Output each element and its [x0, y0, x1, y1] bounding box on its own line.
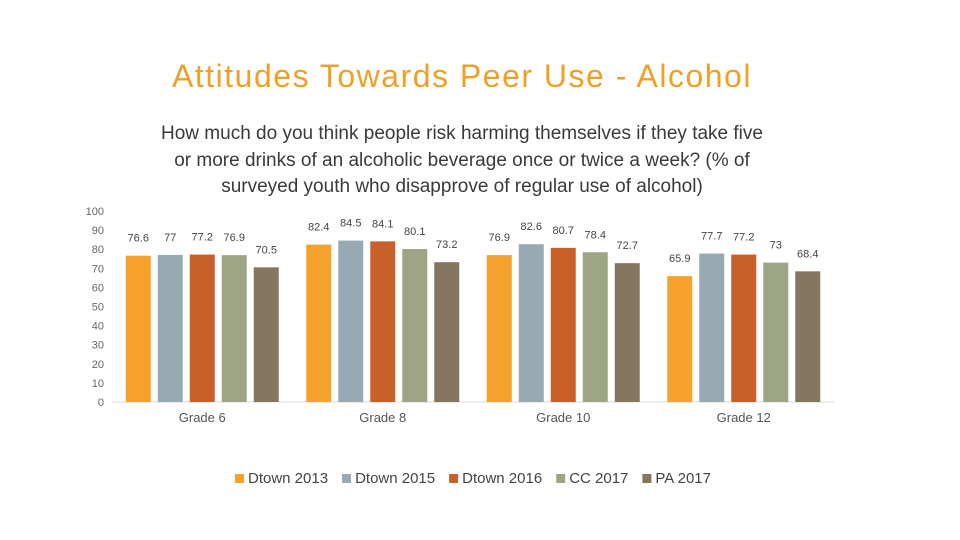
bar-pa-2017-grade-6	[253, 267, 279, 402]
bar-pa-2017-grade-10	[614, 263, 640, 402]
x-tick-label: Grade 8	[359, 410, 406, 425]
legend-label: CC 2017	[569, 470, 628, 487]
legend-swatch	[642, 474, 652, 483]
legend-item: Dtown 2015	[342, 470, 435, 487]
bar-pa-2017-grade-8	[434, 262, 460, 402]
legend-swatch	[235, 474, 244, 483]
x-axis: Grade 6 Grade 8 Grade 10 Grade 12	[179, 410, 771, 425]
data-label: 77.2	[733, 232, 754, 244]
data-label: 65.9	[669, 253, 690, 265]
bar-groups: 76.6 77 77.2 76.9 70.5 82.4 84.5 84.1 80.1 73.2 76…	[125, 218, 821, 402]
bar-dtown-2015-grade-6	[157, 254, 183, 402]
legend-swatch	[556, 474, 566, 483]
bar-dtown-2016-grade-12	[731, 254, 757, 402]
bar-dtown-2013-grade-6	[125, 255, 151, 402]
legend-label: Dtown 2013	[248, 470, 328, 487]
data-label: 76.6	[128, 233, 149, 245]
legend-item: Dtown 2016	[449, 470, 542, 487]
data-label: 82.4	[308, 222, 329, 234]
bar-cc-2017-grade-6	[221, 255, 247, 402]
y-tick-label: 30	[92, 340, 104, 352]
data-label: 77.2	[192, 232, 213, 244]
x-tick-label: Grade 12	[717, 410, 771, 425]
bar-dtown-2013-grade-10	[486, 255, 512, 402]
y-tick-label: 0	[98, 397, 104, 409]
y-tick-label: 40	[92, 321, 104, 333]
data-label: 76.9	[224, 232, 245, 244]
data-label: 68.4	[797, 248, 818, 260]
y-tick-label: 80	[92, 244, 104, 256]
x-tick-label: Grade 10	[536, 410, 590, 425]
y-tick-label: 50	[92, 302, 104, 314]
y-tick-label: 10	[92, 378, 104, 390]
y-tick-label: 90	[92, 225, 104, 237]
data-label: 80.1	[404, 226, 425, 238]
y-tick-label: 60	[92, 282, 104, 294]
data-label: 77.7	[701, 231, 722, 243]
y-tick-label: 100	[86, 206, 104, 218]
bar-dtown-2015-grade-12	[699, 253, 725, 402]
legend-item: CC 2017	[556, 470, 628, 487]
slide-title: Attitudes Towards Peer Use - Alcohol	[172, 58, 752, 94]
bar-dtown-2016-grade-10	[550, 247, 576, 402]
bar-cc-2017-grade-8	[402, 249, 428, 402]
legend-swatch	[449, 474, 459, 483]
data-label: 72.7	[617, 240, 638, 252]
chart-title: How much do you think people risk harmin…	[161, 123, 763, 197]
legend-item: PA 2017	[642, 470, 711, 487]
bar-dtown-2016-grade-8	[370, 241, 396, 402]
bar-dtown-2013-grade-8	[306, 244, 332, 402]
y-axis: 0 10 20 30 40 50 60 70 80 90 100	[86, 206, 104, 409]
data-label: 84.5	[340, 218, 361, 230]
bar-dtown-2016-grade-6	[189, 254, 215, 402]
legend-swatch	[342, 474, 352, 483]
legend-item: Dtown 2013	[235, 470, 328, 487]
legend: Dtown 2013 Dtown 2015 Dtown 2016 CC 2017 PA …	[235, 470, 711, 487]
bar-cc-2017-grade-10	[582, 252, 608, 402]
data-label: 82.6	[521, 221, 542, 233]
y-tick-label: 20	[92, 359, 104, 371]
data-label: 73.2	[436, 239, 457, 251]
legend-label: PA 2017	[655, 470, 711, 487]
bar-cc-2017-grade-12	[763, 262, 789, 402]
bar-dtown-2015-grade-8	[338, 240, 364, 402]
x-tick-label: Grade 6	[179, 410, 226, 425]
data-label: 78.4	[585, 229, 606, 241]
data-label: 80.7	[553, 225, 574, 237]
bar-dtown-2015-grade-10	[518, 244, 544, 402]
data-label: 84.1	[372, 218, 393, 230]
bar-pa-2017-grade-12	[795, 271, 821, 402]
legend-label: Dtown 2016	[462, 470, 542, 487]
data-label: 77	[164, 232, 176, 244]
data-label: 73	[770, 240, 782, 252]
y-tick-label: 70	[92, 263, 104, 275]
data-label: 70.5	[256, 244, 277, 256]
data-label: 76.9	[489, 232, 510, 244]
bar-dtown-2013-grade-12	[667, 276, 693, 402]
legend-label: Dtown 2015	[355, 470, 435, 487]
